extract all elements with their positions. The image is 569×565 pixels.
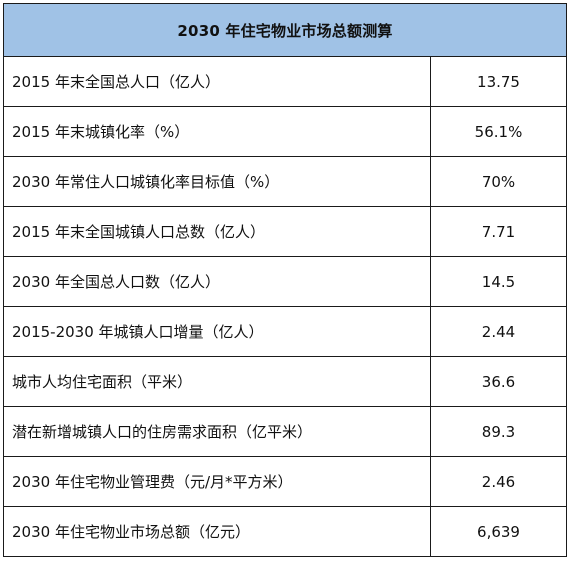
table-row: 2030 年常住人口城镇化率目标值（%） 70% [3,156,568,207]
row-value: 2.46 [429,456,568,507]
table-row: 2015-2030 年城镇人口增量（亿人） 2.44 [3,306,568,357]
market-estimate-table: 2030 年住宅物业市场总额测算 2015 年末全国总人口（亿人） 13.75 … [2,3,568,557]
row-value: 6,639 [429,506,568,557]
table-row: 2030 年全国总人口数（亿人） 14.5 [3,256,568,307]
row-value: 7.71 [429,206,568,257]
table-row: 2030 年住宅物业管理费（元/月*平方米） 2.46 [3,456,568,507]
row-label: 潜在新增城镇人口的住房需求面积（亿平米） [3,406,431,457]
row-label: 2015 年末全国总人口（亿人） [3,56,431,107]
row-value: 13.75 [429,56,568,107]
row-value: 89.3 [429,406,568,457]
row-value: 36.6 [429,356,568,407]
row-label: 2030 年住宅物业管理费（元/月*平方米） [3,456,431,507]
row-label: 2015 年末全国城镇人口总数（亿人） [3,206,431,257]
table-row: 城市人均住宅面积（平米） 36.6 [3,356,568,407]
row-value: 56.1% [429,106,568,157]
row-value: 2.44 [429,306,568,357]
table-row: 2015 年末全国总人口（亿人） 13.75 [3,56,568,107]
row-label: 2015-2030 年城镇人口增量（亿人） [3,306,431,357]
row-label: 2015 年末城镇化率（%） [3,106,431,157]
row-value: 70% [429,156,568,207]
row-label: 2030 年住宅物业市场总额（亿元） [3,506,431,557]
row-label: 2030 年全国总人口数（亿人） [3,256,431,307]
row-label: 2030 年常住人口城镇化率目标值（%） [3,156,431,207]
row-value: 14.5 [429,256,568,307]
table-header-row: 2030 年住宅物业市场总额测算 [2,3,568,57]
row-label: 城市人均住宅面积（平米） [3,356,431,407]
table-row: 潜在新增城镇人口的住房需求面积（亿平米） 89.3 [3,406,568,457]
table-container: 2030 年住宅物业市场总额测算 2015 年末全国总人口（亿人） 13.75 … [2,3,568,563]
table-row: 2015 年末城镇化率（%） 56.1% [3,106,568,157]
table-row: 2015 年末全国城镇人口总数（亿人） 7.71 [3,206,568,257]
table-row: 2030 年住宅物业市场总额（亿元） 6,639 [3,506,568,557]
table-title: 2030 年住宅物业市场总额测算 [2,3,568,57]
